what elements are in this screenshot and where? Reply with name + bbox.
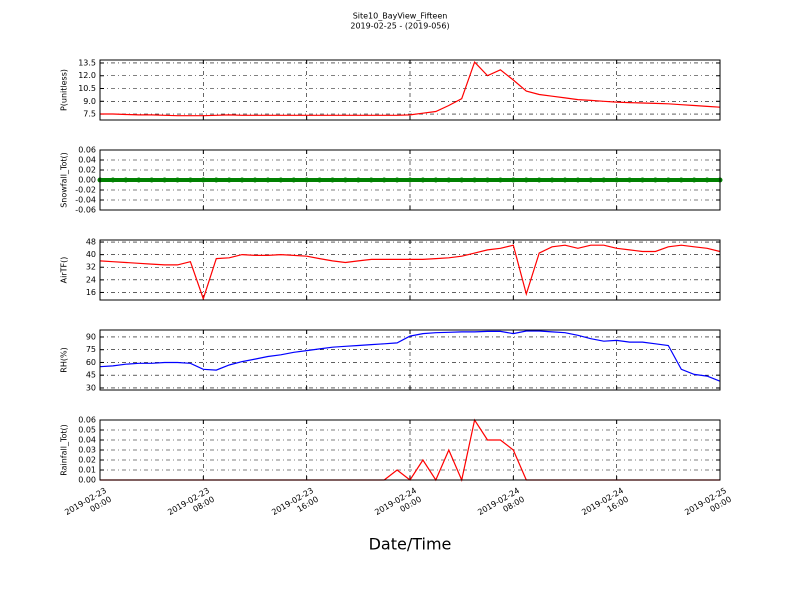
y-axis-label: Rainfall_Tot() — [60, 424, 69, 476]
y-tick-label: 60 — [86, 358, 96, 367]
data-line — [99, 244, 721, 301]
y-tick-label: 9.0 — [83, 97, 96, 106]
chart-subtitle: 2019-02-25 - (2019-056) — [350, 22, 449, 31]
y-tick-label: 75 — [86, 345, 96, 354]
plot-frame — [99, 419, 721, 481]
y-tick-label: 16 — [86, 288, 96, 297]
y-tick-label: 12.0 — [78, 71, 96, 80]
y-tick-label: 24 — [86, 275, 96, 284]
y-axis-label: RH(%) — [60, 347, 69, 372]
plot-frame — [99, 59, 721, 121]
plot-frame — [99, 239, 721, 301]
y-tick-label: 0.02 — [78, 166, 96, 175]
plot-frame — [99, 329, 721, 391]
y-tick-label: 13.5 — [78, 58, 96, 67]
y-tick-label: 48 — [86, 238, 96, 247]
y-tick-label: 0.00 — [78, 476, 96, 485]
y-tick-label: 32 — [86, 263, 96, 272]
y-tick-label: 0.00 — [78, 176, 96, 185]
y-tick-label: 40 — [86, 250, 96, 259]
data-line — [99, 330, 721, 382]
y-tick-label: -0.04 — [75, 196, 96, 205]
y-tick-label: 0.03 — [78, 446, 96, 455]
y-tick-label: 0.06 — [78, 146, 96, 155]
chart-title: Site10_BayView_Fifteen — [353, 12, 448, 21]
x-axis-label: Date/Time — [369, 535, 452, 554]
plot-frame — [99, 149, 721, 211]
y-tick-label: 0.04 — [78, 436, 96, 445]
data-line — [100, 60, 721, 117]
y-axis-label: Snowfall_Tot() — [60, 152, 69, 208]
y-tick-label: 0.06 — [78, 416, 96, 425]
y-tick-label: 30 — [86, 383, 96, 392]
y-tick-label: 0.02 — [78, 456, 96, 465]
y-axis-label: P(unitless) — [60, 69, 69, 111]
y-tick-label: 10.5 — [78, 84, 96, 93]
y-tick-label: -0.06 — [75, 206, 96, 215]
y-tick-label: 0.05 — [78, 426, 96, 435]
y-tick-label: 45 — [86, 371, 96, 380]
y-tick-label: 90 — [86, 332, 96, 341]
y-axis-label: AirTF() — [60, 257, 69, 284]
y-tick-label: 7.5 — [83, 110, 96, 119]
y-tick-label: 0.04 — [78, 156, 96, 165]
y-tick-label: -0.02 — [75, 186, 96, 195]
y-tick-label: 0.01 — [78, 466, 96, 475]
